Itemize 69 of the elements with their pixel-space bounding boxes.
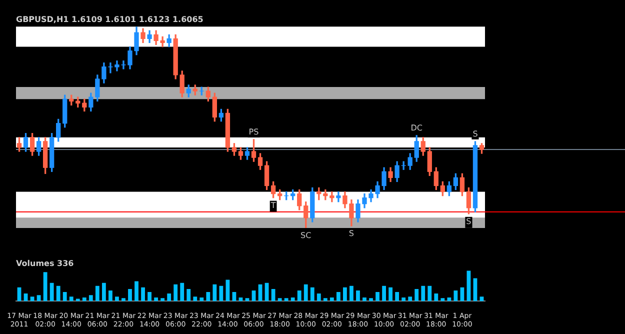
annotation: S: [348, 229, 354, 238]
bar: [148, 292, 152, 302]
bar: [310, 287, 314, 302]
bar: [278, 298, 282, 302]
bar: [434, 294, 438, 302]
bar: [271, 288, 276, 302]
bar: [454, 290, 458, 302]
bar: [154, 298, 158, 302]
bar: [316, 294, 321, 302]
bar: [382, 286, 386, 302]
bar: [88, 295, 93, 302]
bar: [421, 286, 426, 302]
bar: [82, 298, 86, 302]
bar: [50, 282, 54, 302]
annotation: PS: [248, 127, 259, 136]
chart-title: GBPUSD,H1 1.6109 1.6101 1.6123 1.6065: [16, 14, 204, 24]
bar: [284, 298, 288, 302]
bar: [69, 296, 74, 302]
bar: [200, 298, 204, 302]
annotation: T: [270, 200, 276, 210]
bar: [219, 286, 224, 302]
bar: [350, 286, 354, 302]
bar: [428, 286, 432, 302]
bar: [414, 288, 419, 302]
candlestick: [199, 86, 204, 96]
bar: [447, 298, 452, 302]
annotation: S: [466, 216, 472, 226]
bar: [108, 290, 112, 302]
bar: [395, 292, 400, 302]
bar: [323, 298, 328, 302]
bar: [376, 292, 380, 302]
bar: [297, 290, 302, 302]
annotation: DC: [410, 123, 423, 132]
chart-title: Volumes 336: [16, 258, 74, 268]
bar: [122, 298, 126, 302]
bar: [336, 292, 340, 302]
bar: [290, 298, 295, 302]
bar: [330, 298, 334, 302]
bar: [95, 286, 100, 302]
bar: [43, 272, 48, 302]
annotation: S: [472, 129, 478, 138]
bar: [186, 288, 191, 302]
bar: [356, 290, 360, 302]
bar: [226, 280, 230, 302]
bar: [180, 282, 184, 302]
bar: [36, 295, 41, 302]
bar: [304, 284, 308, 302]
bar: [402, 298, 406, 302]
bar: [56, 286, 60, 302]
bar: [102, 282, 106, 302]
bar: [206, 292, 210, 302]
bar: [115, 296, 119, 302]
bar: [134, 281, 138, 302]
bar: [128, 288, 132, 302]
bar: [167, 294, 172, 302]
bar: [342, 287, 347, 302]
bar: [388, 287, 393, 302]
bar: [62, 292, 67, 302]
bar: [362, 298, 366, 302]
bar: [193, 296, 198, 302]
bar: [174, 284, 178, 302]
bar: [460, 287, 464, 302]
bar: [440, 298, 445, 302]
bar: [369, 298, 373, 302]
bar: [160, 298, 165, 302]
bar: [212, 284, 217, 302]
bar: [141, 287, 145, 302]
bar: [408, 296, 412, 302]
annotation: SC: [300, 231, 312, 240]
